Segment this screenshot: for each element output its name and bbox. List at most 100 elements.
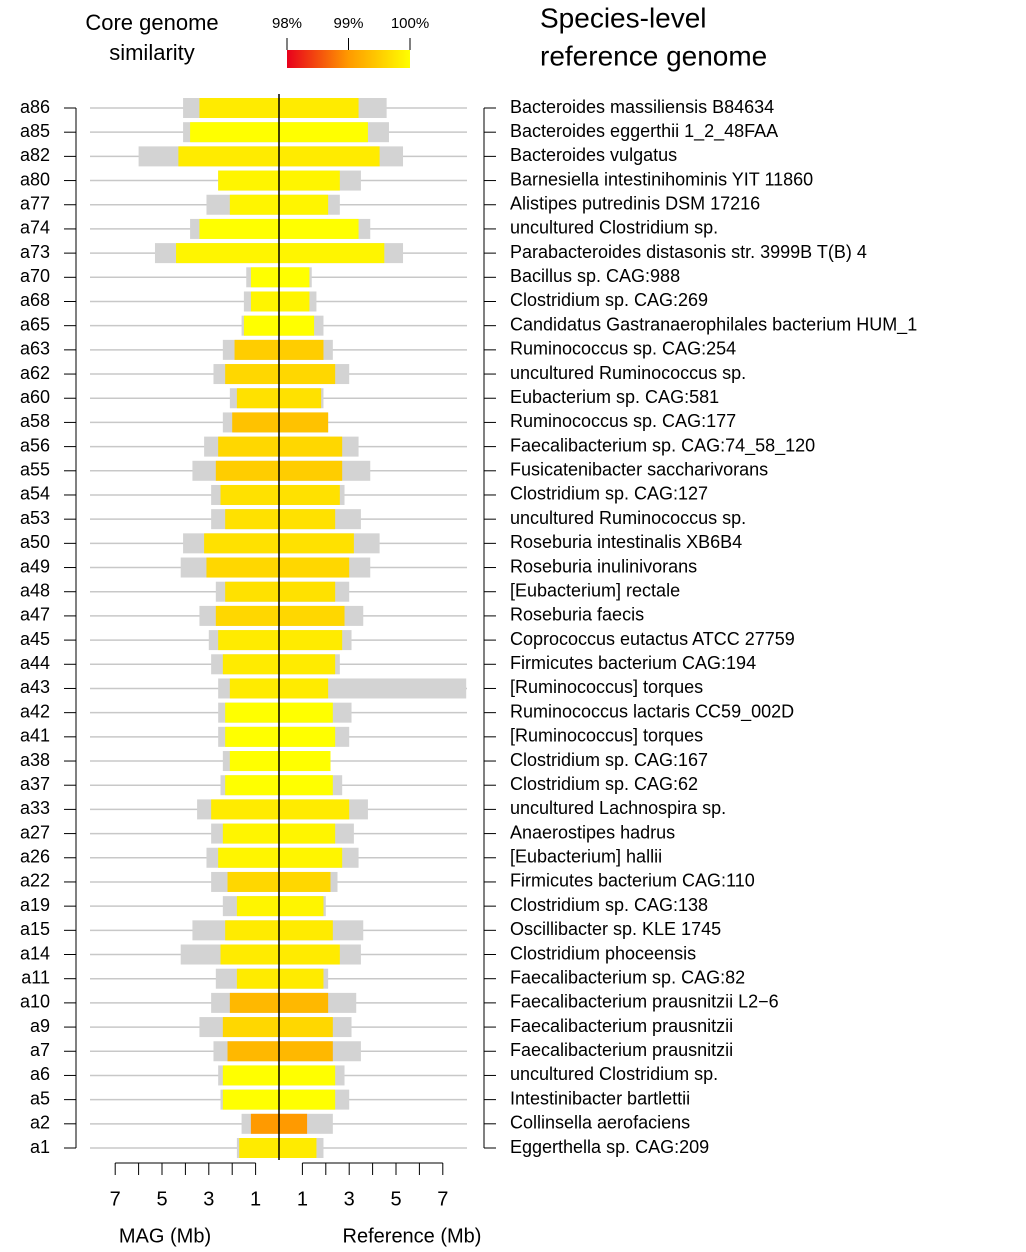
row-label: a70 (20, 266, 50, 286)
mag-core-bar (225, 920, 279, 941)
mag-core-bar (239, 1138, 279, 1158)
mag-core-bar (243, 315, 279, 336)
ref-label: Faecalibacterium sp. CAG:74_58_120 (510, 435, 815, 456)
mag-core-bar (218, 630, 279, 651)
ref-core-bar (279, 775, 333, 796)
ref-label: Parabacteroides distasonis str. 3999B T(… (510, 242, 867, 262)
mag-core-bar (206, 557, 279, 578)
x-tick-label: 3 (203, 1188, 214, 1210)
row-label: a1 (30, 1137, 50, 1157)
row-label: a7 (30, 1040, 50, 1060)
ref-label: Clostridium phoceensis (510, 943, 696, 963)
ref-label: [Eubacterium] hallii (510, 847, 662, 867)
mag-core-bar (220, 944, 279, 965)
row-label: a86 (20, 97, 50, 117)
ref-label: Clostridium sp. CAG:62 (510, 774, 698, 794)
ref-core-bar (279, 388, 322, 409)
row-label: a42 (20, 701, 50, 721)
ref-label: Roseburia inulinivorans (510, 556, 697, 576)
mag-core-bar (225, 509, 279, 530)
ref-label: Fusicatenibacter saccharivorans (510, 460, 768, 480)
ref-label: [Eubacterium] rectale (510, 580, 680, 600)
ref-core-bar (279, 1017, 333, 1038)
row-label: a82 (20, 145, 50, 165)
ref-label: Clostridium sp. CAG:167 (510, 750, 708, 770)
ref-core-bar (279, 581, 336, 602)
ref-core-bar (279, 194, 329, 215)
mag-core-bar (218, 436, 279, 457)
mag-core-bar (236, 388, 279, 409)
mag-core-bar (222, 1065, 279, 1086)
ref-label: Bacteroides vulgatus (510, 145, 677, 165)
ref-label: uncultured Clostridium sp. (510, 1064, 718, 1084)
mag-core-bar (225, 364, 279, 385)
row-label: a19 (20, 895, 50, 915)
ref-label: Candidatus Gastranaerophilales bacterium… (510, 314, 917, 335)
row-label: a33 (20, 798, 50, 818)
mag-core-bar (225, 702, 279, 723)
ref-label: uncultured Clostridium sp. (510, 218, 718, 238)
row-label: a85 (20, 121, 50, 141)
ref-core-bar (279, 364, 336, 385)
ref-core-bar (279, 218, 359, 239)
ref-label: Faecalibacterium prausnitzii (510, 1040, 733, 1060)
ref-core-bar (279, 170, 340, 191)
row-label: a58 (20, 411, 50, 431)
ref-core-bar (279, 751, 331, 772)
row-label: a26 (20, 847, 50, 867)
ref-core-bar (279, 146, 380, 167)
mag-core-bar (199, 218, 279, 239)
ref-core-bar (279, 315, 315, 336)
mag-core-bar (229, 194, 279, 215)
mag-core-bar (227, 871, 279, 892)
x-tick-label: 7 (110, 1188, 121, 1210)
mag-core-bar (190, 122, 279, 143)
mag-core-bar (232, 412, 279, 433)
x-tick-label: 7 (437, 1188, 448, 1210)
ref-core-bar (279, 678, 329, 699)
ref-core-bar (279, 896, 324, 917)
mag-core-bar (236, 968, 279, 989)
ref-label: Anaerostipes hadrus (510, 822, 675, 842)
ref-core-bar (279, 243, 385, 264)
legend-title: similarity (109, 40, 195, 65)
mag-core-bar (220, 484, 279, 505)
ref-core-bar (279, 436, 343, 457)
mag-core-bar (227, 1041, 279, 1062)
ref-label: Intestinibacter bartlettii (510, 1088, 690, 1108)
ref-core-bar (279, 1089, 336, 1110)
ref-label: Ruminococcus sp. CAG:254 (510, 339, 736, 359)
row-label: a73 (20, 242, 50, 262)
ref-label: [Ruminococcus] torques (510, 677, 703, 697)
row-label: a15 (20, 919, 50, 939)
mag-core-bar (250, 1113, 279, 1134)
ref-label: Ruminococcus sp. CAG:177 (510, 411, 736, 431)
ref-core-bar (279, 726, 336, 747)
ref-label: Roseburia faecis (510, 605, 644, 625)
row-label: a38 (20, 750, 50, 770)
row-label: a55 (20, 460, 50, 480)
mag-core-bar (222, 1089, 279, 1110)
ref-label: uncultured Lachnospira sp. (510, 798, 726, 818)
ref-core-bar (279, 1065, 336, 1086)
ref-label: Bacteroides eggerthii 1_2_48FAA (510, 121, 778, 142)
ref-label: Firmicutes bacterium CAG:110 (510, 871, 755, 891)
ref-core-bar (279, 339, 324, 360)
ref-core-bar (279, 944, 340, 965)
row-label: a74 (20, 218, 50, 238)
mag-core-bar (176, 243, 279, 264)
ref-label: Clostridium sp. CAG:269 (510, 290, 708, 310)
x-tick-label: 1 (250, 1188, 261, 1210)
row-label: a14 (20, 943, 50, 963)
ref-core-bar (279, 920, 333, 941)
row-label: a27 (20, 822, 50, 842)
ref-core-bar (279, 847, 343, 868)
ref-core-bar (279, 412, 329, 433)
mag-core-bar (234, 339, 279, 360)
colorbar (287, 50, 410, 68)
ref-core-bar (279, 871, 331, 892)
ref-label: Firmicutes bacterium CAG:194 (510, 653, 756, 673)
row-label: a63 (20, 339, 50, 359)
mag-core-bar (218, 847, 279, 868)
mag-core-bar (178, 146, 279, 167)
